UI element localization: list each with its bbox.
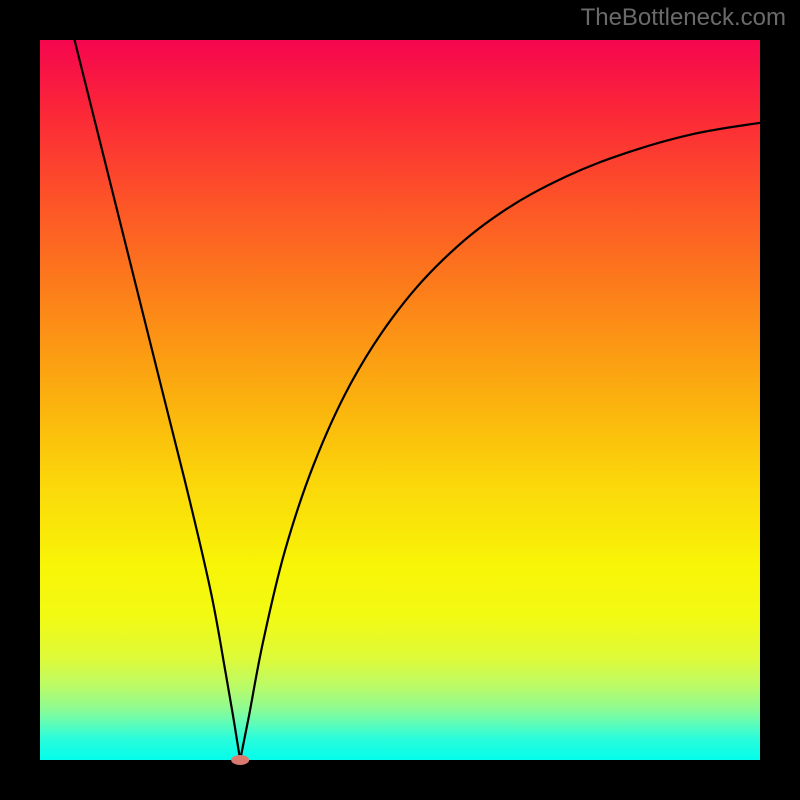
vertex-marker <box>231 755 249 765</box>
chart-container: TheBottleneck.com <box>0 0 800 800</box>
watermark-text: TheBottleneck.com <box>581 4 786 32</box>
plot-background <box>40 40 760 760</box>
bottleneck-chart <box>0 0 800 800</box>
